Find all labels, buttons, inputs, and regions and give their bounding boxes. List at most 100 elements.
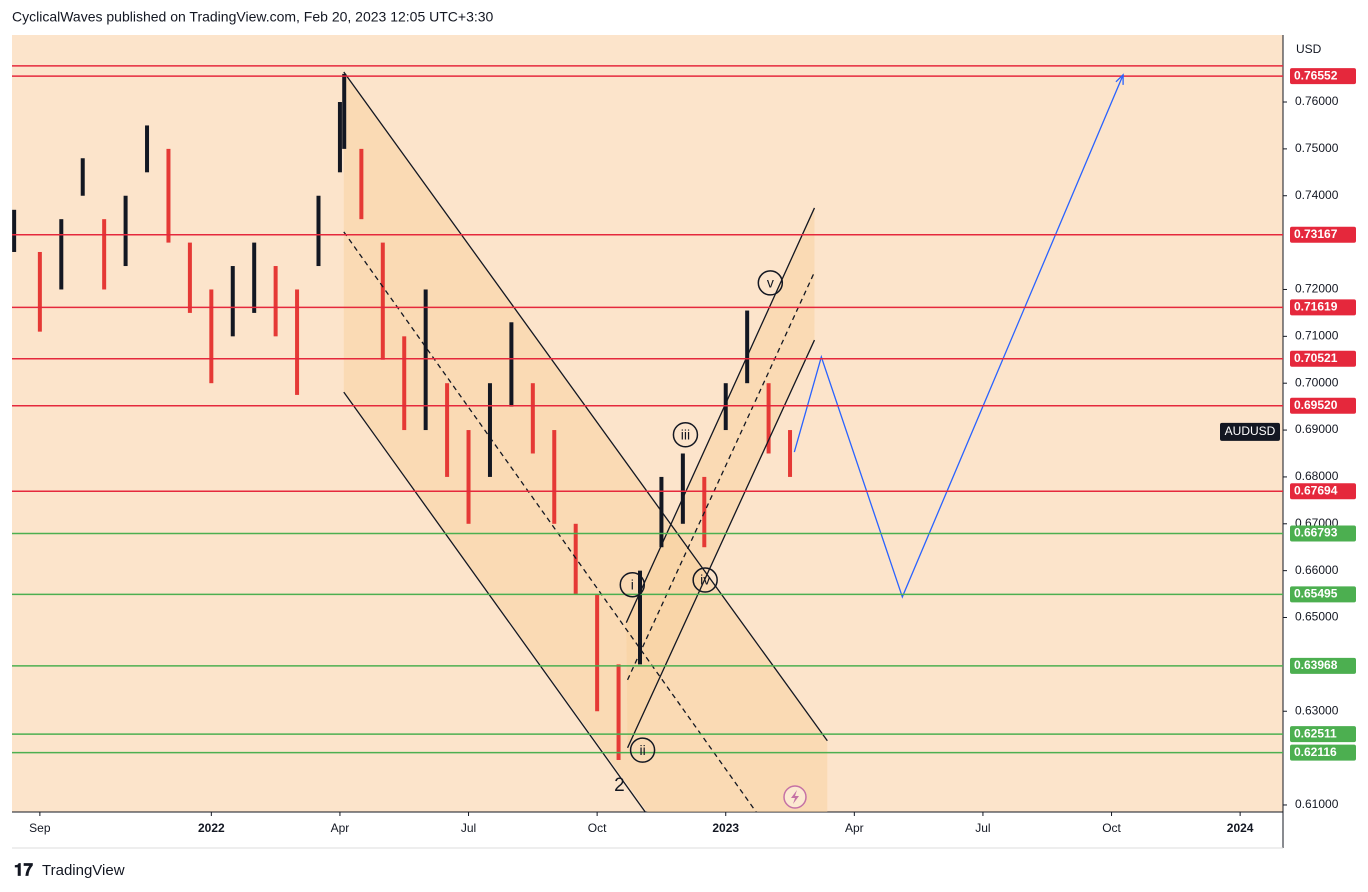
price-bar [123, 195, 128, 267]
symbol-label: AUDUSD [1225, 424, 1276, 438]
y-tick-label: 0.71000 [1295, 329, 1339, 343]
wave-label: i [631, 576, 634, 592]
level-label: 0.70521 [1294, 351, 1338, 365]
symbol-badge [1220, 422, 1280, 441]
price-bar [80, 158, 85, 196]
wave-circle [672, 421, 699, 448]
wave-label: iii [681, 426, 690, 442]
y-tick-label: 0.61000 [1295, 797, 1339, 811]
x-tick-label: Oct [1102, 821, 1121, 835]
price-bar [59, 219, 64, 290]
trendline [626, 271, 816, 681]
projection-path [793, 74, 1124, 599]
price-bar [102, 219, 107, 290]
channel-shade [343, 72, 828, 812]
wave-circle [619, 571, 646, 598]
x-tick-label: Jul [461, 821, 476, 835]
wave-circle [757, 270, 784, 296]
price-bar [166, 148, 171, 243]
wave-circle [629, 737, 656, 763]
price-bar [466, 430, 471, 524]
y-tick-label: 0.65000 [1295, 610, 1339, 624]
level-label: 0.62511 [1294, 726, 1337, 740]
level-badge [1290, 299, 1356, 316]
price-bar [145, 125, 150, 173]
y-tick-label: 0.72000 [1295, 282, 1339, 296]
y-tick-label: 0.68000 [1295, 469, 1339, 483]
price-bar [295, 289, 300, 395]
price-bar [230, 266, 235, 337]
plot-area [12, 35, 1283, 812]
price-bar [342, 73, 347, 149]
price-bar [252, 242, 257, 313]
channel-shade [626, 207, 815, 748]
x-tick-label: 2022 [198, 821, 225, 835]
y-tick-label: 0.76000 [1295, 94, 1339, 108]
alert-icon [783, 785, 807, 809]
x-tick-label: Oct [588, 821, 607, 835]
level-badge [1290, 657, 1356, 674]
brand-name: TradingView [42, 862, 125, 879]
x-tick-label: Jul [975, 821, 990, 835]
y-tick-label: 0.74000 [1295, 188, 1339, 202]
wave-label: v [767, 275, 774, 291]
level-badge [1290, 397, 1356, 414]
price-bar [187, 242, 192, 313]
price-bar [616, 664, 621, 760]
price-bar [487, 383, 492, 477]
trendline [625, 207, 816, 623]
price-bar [788, 430, 793, 477]
level-badge [1290, 226, 1356, 243]
y-tick-label: 0.70000 [1295, 375, 1339, 389]
wave-label: iv [700, 572, 710, 588]
wave-label: ii [639, 742, 645, 758]
x-tick-label: Apr [331, 821, 350, 835]
x-tick-label: Sep [29, 821, 51, 835]
level-badge [1290, 726, 1356, 743]
currency-label: USD [1296, 42, 1322, 56]
price-bar [37, 251, 42, 332]
price-bar [723, 383, 728, 431]
level-label: 0.63968 [1294, 658, 1338, 672]
level-badge [1290, 350, 1356, 367]
price-bar [423, 289, 428, 431]
projection-arrow [1115, 73, 1124, 85]
price-bar [745, 310, 750, 384]
level-badge [1290, 68, 1356, 85]
y-tick-label: 0.75000 [1295, 141, 1339, 155]
level-label: 0.69520 [1294, 398, 1338, 412]
level-badge [1290, 483, 1356, 500]
price-bar [680, 453, 685, 524]
brand-logo: 𝟏𝟕 [14, 860, 33, 879]
price-bar [766, 383, 771, 454]
price-bar [402, 336, 407, 431]
trendline [626, 339, 816, 749]
level-label: 0.76552 [1294, 68, 1338, 82]
trendline [343, 391, 647, 812]
y-tick-label: 0.69000 [1295, 422, 1339, 436]
price-bar [530, 383, 535, 454]
trendline [343, 231, 757, 812]
level-badge [1290, 586, 1356, 603]
y-tick-label: 0.66000 [1295, 563, 1339, 577]
x-tick-label: Apr [845, 821, 864, 835]
level-label: 0.67694 [1294, 483, 1338, 497]
level-label: 0.65495 [1294, 586, 1338, 600]
brand: 𝟏𝟕 TradingView [14, 860, 125, 879]
wave-circle [692, 567, 718, 593]
price-bar [509, 322, 514, 407]
price-bar [359, 148, 364, 220]
x-tick-label: 2024 [1227, 821, 1254, 835]
price-bar [316, 195, 321, 267]
level-label: 0.71619 [1294, 299, 1338, 313]
y-tick-label: 0.63000 [1295, 703, 1339, 717]
price-bar [12, 209, 17, 252]
level-badge [1290, 744, 1356, 761]
wave-label: 2 [614, 775, 625, 796]
price-bar [445, 383, 450, 477]
level-label: 0.62116 [1294, 745, 1337, 759]
price-bar [552, 430, 557, 524]
level-label: 0.66793 [1294, 526, 1338, 540]
